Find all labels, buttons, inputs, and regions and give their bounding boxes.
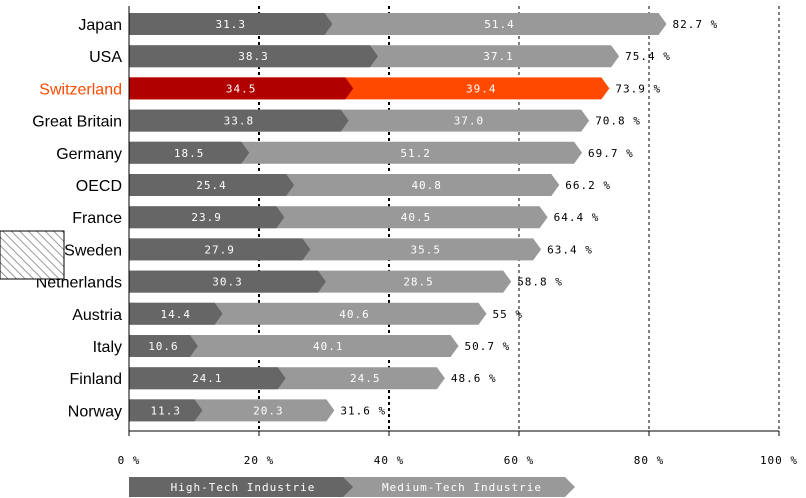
value-label-medium: 40.1	[313, 340, 344, 353]
bar-high-tech	[129, 270, 326, 293]
x-tick-label: 100 %	[760, 454, 798, 467]
country-label: France	[72, 210, 122, 227]
value-label-high: 11.3	[150, 404, 181, 417]
total-label: 69.7 %	[588, 147, 634, 160]
bar-high-tech	[129, 302, 223, 325]
hatched-box	[0, 230, 65, 280]
country-label: Great Britain	[32, 114, 122, 131]
bar-medium-tech	[129, 335, 459, 357]
country-label: USA	[89, 49, 122, 66]
total-label: 70.8 %	[595, 115, 641, 128]
country-label: Japan	[78, 17, 122, 34]
bar-high-tech	[129, 109, 349, 132]
total-label: 73.9 %	[615, 82, 661, 95]
country-label: Sweden	[64, 242, 122, 259]
total-label: 58.8 %	[517, 276, 563, 289]
total-label: 31.6 %	[340, 404, 386, 417]
bar-high-tech	[129, 206, 285, 229]
value-label-medium: 40.5	[401, 211, 432, 224]
country-label: Italy	[93, 339, 122, 356]
total-label: 63.4 %	[547, 243, 593, 256]
x-axis: 0 % 20 % 40 % 60 % 80 % 100 %	[118, 6, 798, 467]
value-label-medium: 37.0	[454, 115, 485, 128]
value-label-high: 33.8	[224, 115, 255, 128]
total-label: 48.6 %	[451, 372, 497, 385]
value-label-high: 38.3	[238, 50, 269, 63]
value-label-high: 30.3	[212, 276, 243, 289]
total-label: 50.7 %	[465, 340, 511, 353]
legend-label-high: High-Tech Industrie	[171, 481, 316, 494]
value-label-medium: 24.5	[350, 372, 381, 385]
bar-high-tech	[129, 141, 250, 164]
hatched-overlay-box	[0, 230, 65, 280]
bar-high-tech	[129, 174, 295, 196]
country-label: Switzerland	[39, 81, 122, 98]
total-label: 82.7 %	[673, 18, 719, 31]
value-label-high: 18.5	[174, 147, 205, 160]
value-label-medium: 37.1	[483, 50, 514, 63]
value-label-high: 25.4	[196, 179, 227, 192]
value-label-high: 23.9	[191, 211, 222, 224]
x-tick-label: 80 %	[634, 454, 665, 467]
legend-label-medium: Medium-Tech Industrie	[382, 481, 542, 494]
value-label-medium: 39.4	[466, 82, 497, 95]
value-label-medium: 40.6	[339, 308, 370, 321]
country-label: Germany	[56, 146, 122, 163]
value-label-medium: 51.4	[484, 18, 515, 31]
x-tick-label: 0 %	[118, 454, 141, 467]
value-label-medium: 28.5	[403, 276, 434, 289]
legend-high-swatch	[129, 477, 353, 497]
value-label-medium: 40.8	[411, 179, 442, 192]
x-tick-label: 20 %	[244, 454, 275, 467]
country-label: OECD	[76, 178, 122, 195]
bar-high-tech	[129, 77, 354, 100]
bar-high-tech	[129, 238, 311, 261]
bar-high-tech	[129, 367, 286, 390]
country-labels: Japan USA Switzerland Great Britain Germany O…	[32, 17, 122, 420]
value-label-medium: 35.5	[410, 243, 441, 256]
value-label-high: 10.6	[148, 340, 179, 353]
total-label: 66.2 %	[565, 179, 611, 192]
x-tick-label: 60 %	[504, 454, 535, 467]
value-label-high: 27.9	[204, 243, 235, 256]
x-tick-label: 40 %	[374, 454, 405, 467]
value-label-medium: 20.3	[253, 404, 284, 417]
country-label: Finland	[70, 371, 122, 388]
country-label: Austria	[72, 307, 122, 324]
total-label: 64.4 %	[554, 211, 600, 224]
country-label: Norway	[68, 403, 122, 420]
bar-high-tech	[129, 45, 378, 68]
value-label-medium: 51.2	[400, 147, 431, 160]
bar-high-tech	[129, 335, 198, 357]
bar-high-tech	[129, 399, 203, 422]
value-label-high: 24.1	[192, 372, 223, 385]
total-label: 75.4 %	[625, 50, 671, 63]
total-label: 55 %	[493, 308, 524, 321]
value-label-high: 31.3	[215, 18, 246, 31]
value-label-high: 14.4	[161, 308, 192, 321]
bar-high-tech	[129, 13, 333, 35]
value-label-high: 34.5	[226, 82, 257, 95]
legend: High-Tech Industrie Medium-Tech Industrie	[129, 477, 575, 497]
bars: 31.3 51.4 82.7 % 38.3 37.1 75.4 % 34.5 39.4 73.9…	[129, 13, 719, 422]
